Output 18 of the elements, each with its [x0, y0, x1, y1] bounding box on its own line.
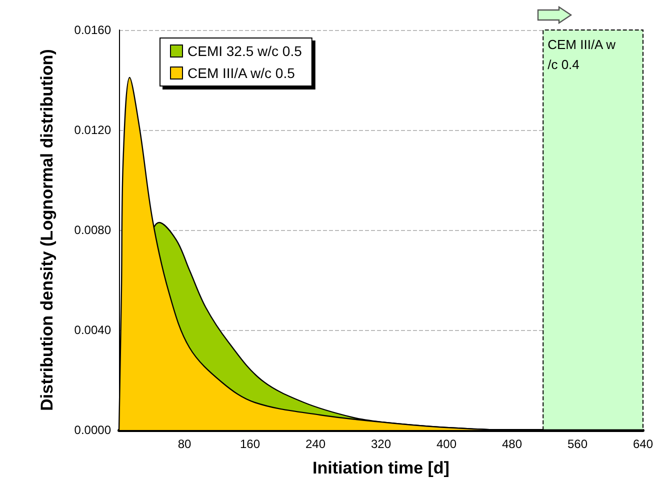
x-tick-label: 560: [567, 437, 588, 451]
y-tick-label: 0.0040: [74, 323, 112, 337]
legend-label: CEMI 32.5 w/c 0.5: [188, 43, 302, 59]
y-tick-label: 0.0000: [74, 423, 112, 437]
x-tick-label: 240: [305, 437, 326, 451]
x-tick-label: 160: [240, 437, 260, 451]
y-axis-title: Distribution density (Lognormal distribution): [38, 49, 56, 411]
x-tick-label: 400: [436, 437, 457, 451]
y-tick-label: 0.0120: [74, 123, 112, 137]
x-tick-label: 80: [178, 437, 192, 451]
y-tick-label: 0.0080: [74, 223, 112, 237]
legend-label: CEM III/A w/c 0.5: [188, 65, 296, 81]
x-tick-label: 320: [370, 437, 392, 451]
x-axis-title: Initiation time [d]: [312, 458, 450, 478]
y-tick-label: 0.0160: [74, 23, 112, 37]
band-label: CEM III/A w/c 0.4: [548, 37, 616, 72]
x-tick-label: 640: [632, 437, 654, 451]
x-tick-label: 480: [502, 437, 522, 451]
